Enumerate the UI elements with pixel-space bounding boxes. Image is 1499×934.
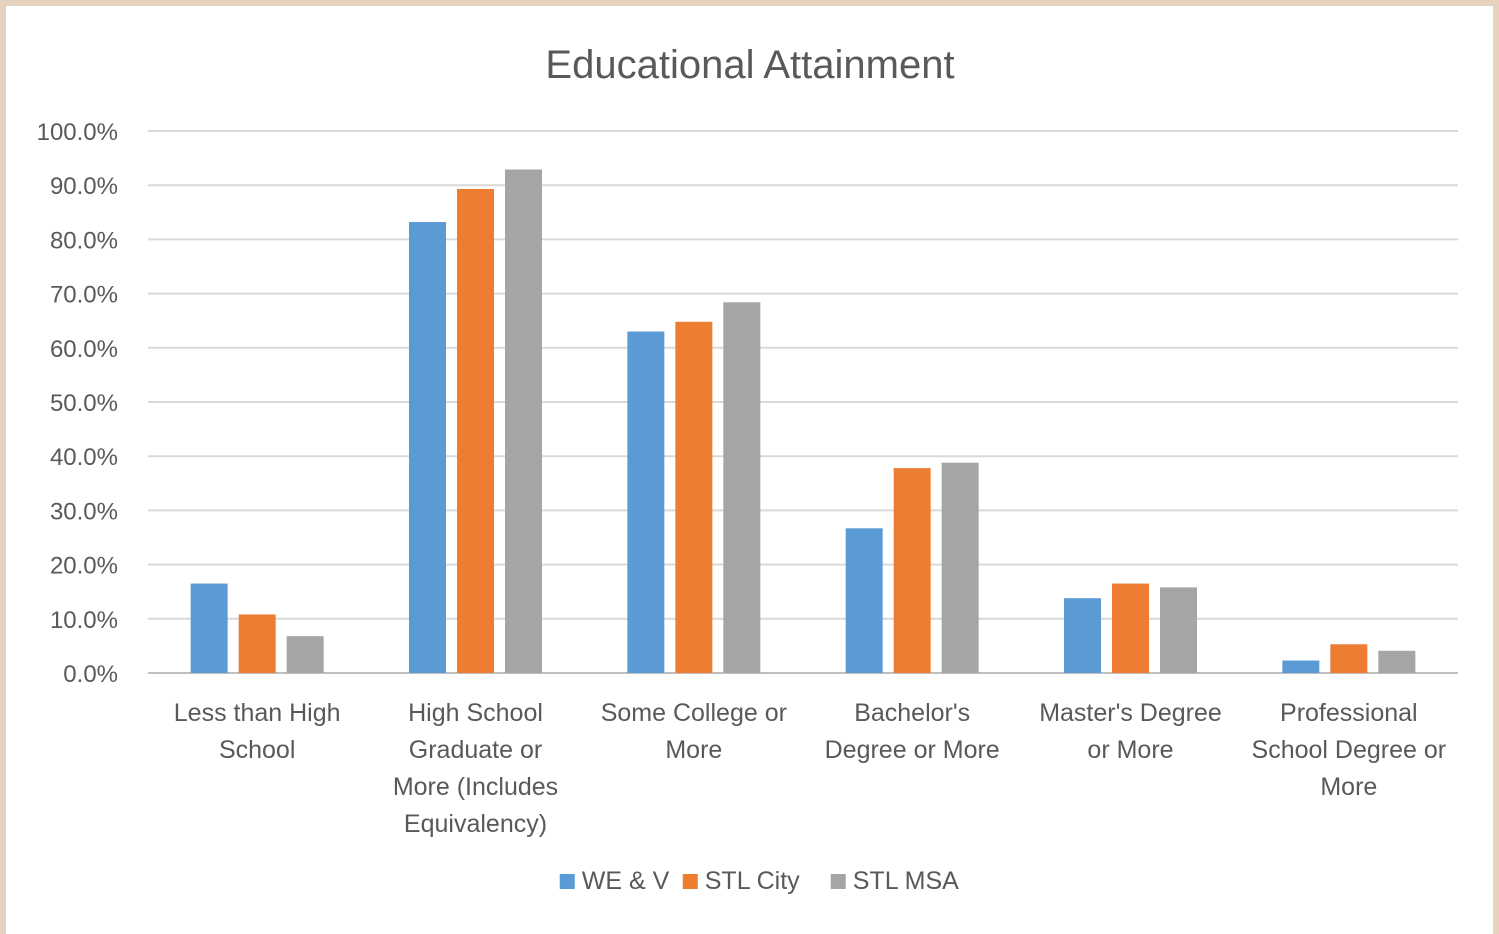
gridlines [148, 130, 1458, 674]
bar [1378, 650, 1416, 673]
bar [1160, 587, 1197, 673]
bar [723, 302, 761, 673]
y-tick-label: 30.0% [50, 498, 118, 525]
bar [1330, 644, 1368, 673]
bar [457, 188, 494, 673]
legend-swatch [830, 874, 846, 889]
x-axis-category-labels: Less than High School High School Graduate … [174, 699, 1446, 838]
category-label: Bachelor's Degree or More [825, 699, 1000, 764]
category-label: Less than High School [174, 699, 341, 764]
educational-attainment-chart: Educational Attainment 0.0% 10.0% 20.0% 30.… [37, 43, 1458, 895]
legend-label: WE & V [582, 867, 670, 895]
legend: WE & V STL City STL MSA [559, 867, 959, 895]
bar [627, 331, 665, 673]
y-tick-label: 90.0% [50, 173, 118, 200]
legend-swatch [559, 874, 575, 889]
category-label: Professional School Degree or More [1252, 699, 1447, 801]
legend-swatch [682, 874, 698, 889]
bar [675, 321, 713, 673]
bar [505, 169, 542, 673]
bar [941, 462, 979, 673]
y-tick-label: 50.0% [50, 390, 118, 417]
legend-label: STL City [705, 867, 800, 895]
bar [409, 222, 446, 673]
chart-title: Educational Attainment [545, 43, 954, 87]
bars [190, 169, 1416, 673]
y-tick-label: 0.0% [63, 661, 118, 688]
y-tick-label: 80.0% [50, 227, 118, 254]
y-tick-label: 10.0% [50, 607, 118, 634]
y-tick-label: 100.0% [37, 119, 118, 146]
bar [1112, 583, 1149, 673]
y-tick-label: 60.0% [50, 336, 118, 363]
y-tick-label: 40.0% [50, 444, 118, 471]
bar [190, 583, 228, 673]
bar [845, 528, 883, 673]
category-label: Master's Degree or More [1039, 699, 1222, 764]
bar [1064, 598, 1101, 673]
bar [1282, 660, 1320, 673]
category-label: Some College or More [601, 699, 787, 764]
legend-label: STL MSA [853, 867, 959, 895]
bar [893, 468, 931, 673]
bar [238, 614, 276, 673]
category-label: High School Graduate or More (Includes Equi… [393, 699, 558, 838]
y-tick-label: 70.0% [50, 282, 118, 309]
y-tick-label: 20.0% [50, 553, 118, 580]
y-axis-tick-labels: 0.0% 10.0% 20.0% 30.0% 40.0% 50.0% 60.0% 70.0% 8… [37, 119, 118, 688]
chart-frame: Educational Attainment 0.0% 10.0% 20.0% 30.… [6, 6, 1493, 934]
bar [286, 636, 324, 673]
